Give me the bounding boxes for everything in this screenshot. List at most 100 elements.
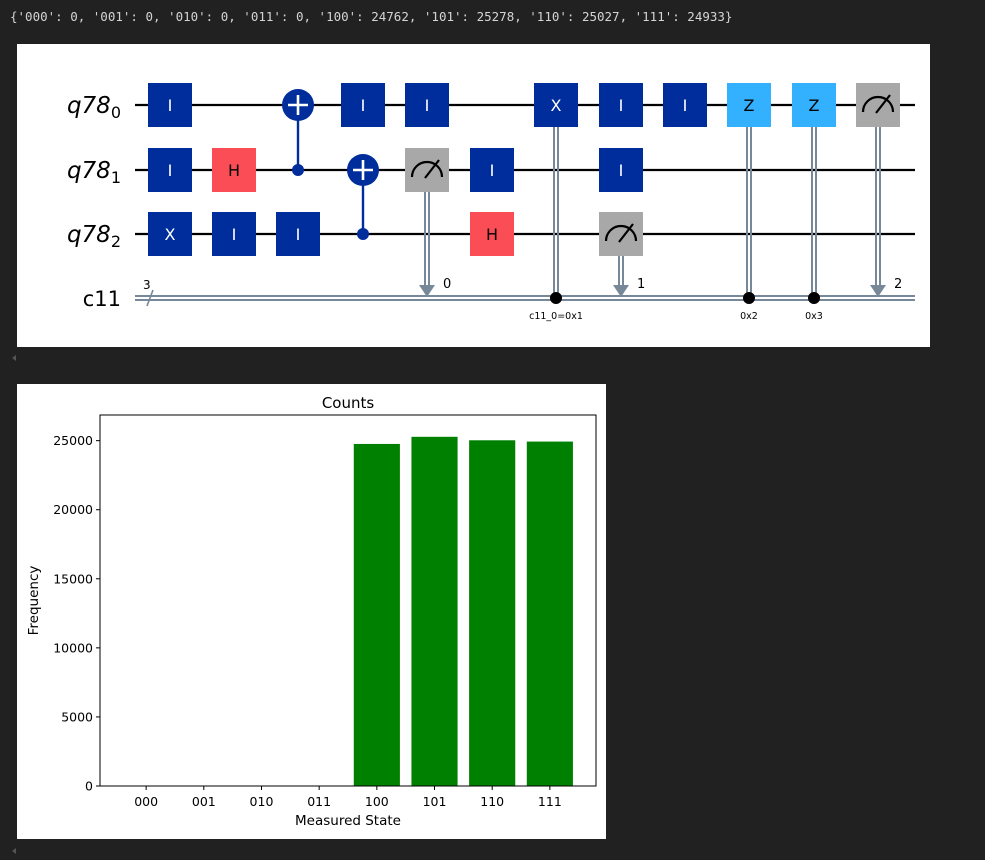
- plot-frame: [99, 414, 597, 787]
- x-tick-label: 000: [134, 794, 158, 809]
- measure-arrow: [613, 285, 629, 297]
- gate-label: I: [168, 96, 173, 115]
- z-gate: 0x2 Z: [727, 83, 771, 322]
- i-gate: I: [599, 83, 643, 127]
- output-collapse-toggle-icon[interactable]: [12, 355, 16, 361]
- chart-title: Counts: [322, 394, 375, 412]
- x-tick-label: 101: [423, 794, 447, 809]
- i-gate: I: [148, 83, 192, 127]
- gate-label: H: [486, 225, 498, 244]
- cnot-target-icon: [282, 89, 314, 176]
- bar-111: [526, 441, 573, 786]
- bar-101: [411, 436, 458, 786]
- x-gate: X: [148, 212, 192, 256]
- x-tick-label: 110: [480, 794, 504, 809]
- cnot-control-dot: [357, 228, 369, 240]
- y-tick-label: 15000: [53, 571, 93, 586]
- gate-box: [341, 83, 385, 127]
- gate-box: [792, 83, 836, 127]
- i-gate: I: [148, 148, 192, 192]
- measure-arrow: [870, 285, 886, 297]
- i-gate: I: [212, 212, 256, 256]
- gate-label: X: [551, 96, 562, 115]
- gate-label: I: [361, 96, 366, 115]
- gate-label: I: [232, 225, 237, 244]
- gate-label: X: [165, 225, 176, 244]
- measure-gate-box: [599, 212, 643, 256]
- i-gate: I: [405, 83, 449, 127]
- gate-label: I: [619, 96, 624, 115]
- gate-box: [663, 83, 707, 127]
- x-axis-label: Measured State: [295, 813, 401, 829]
- x-tick-label: 100: [365, 794, 389, 809]
- qubit-label: q782: [67, 222, 121, 251]
- meter-needle: [618, 223, 634, 243]
- gate-label: I: [425, 96, 430, 115]
- condition-dot: [550, 292, 562, 304]
- gate-label: I: [168, 161, 173, 180]
- gate-box: [148, 83, 192, 127]
- gate-label: Z: [809, 96, 820, 115]
- x-tick-label: 001: [192, 794, 216, 809]
- y-tick-label: 0: [85, 779, 93, 794]
- measure-gate-box: [405, 148, 449, 192]
- register-slash: [146, 289, 154, 307]
- y-tick-label: 25000: [53, 433, 93, 448]
- gate-label: I: [490, 161, 495, 180]
- gate-box: [148, 212, 192, 256]
- y-tick-label: 5000: [61, 709, 93, 724]
- h-gate: H: [212, 148, 256, 192]
- gate-box: [470, 212, 514, 256]
- gate-box: [470, 148, 514, 192]
- y-tick-label: 20000: [53, 502, 93, 517]
- meter-needle: [875, 94, 891, 114]
- x-tick-label: 011: [307, 794, 331, 809]
- condition-dot: [743, 292, 755, 304]
- gate-box: [727, 83, 771, 127]
- gate-box: [405, 83, 449, 127]
- meter-needle: [424, 159, 440, 179]
- cnot-control-dot: [292, 164, 304, 176]
- counts-histogram-figure: 000 001 010 011 100 101 110 111 0 5000 10000 15000 2…: [17, 384, 606, 839]
- i-gate: I: [341, 83, 385, 127]
- meter-icon: 0: [405, 148, 451, 297]
- gate-box: [212, 212, 256, 256]
- meter-icon: 1: [599, 212, 645, 297]
- qubit-label: q780: [67, 93, 121, 122]
- i-gate: I: [599, 148, 643, 192]
- measure-bit-label: 2: [894, 277, 902, 292]
- meter-icon: 2: [856, 83, 902, 297]
- measure-gate-box: [856, 83, 900, 127]
- gate-box: [276, 212, 320, 256]
- condition-dot: [808, 292, 820, 304]
- measure-bit-label: 0: [443, 277, 451, 292]
- meter-arc: [861, 95, 895, 113]
- meter-arc: [410, 160, 444, 178]
- gate-label: I: [683, 96, 688, 115]
- gate-box: [148, 148, 192, 192]
- x-tick-label: 010: [250, 794, 274, 809]
- gate-box: [599, 83, 643, 127]
- x-tick-label: 111: [538, 794, 562, 809]
- meter-arc: [604, 224, 638, 242]
- y-axis-label: Frequency: [26, 566, 42, 636]
- z-gate: 0x3 Z: [792, 83, 836, 322]
- classical-register-label: c11: [83, 287, 121, 311]
- condition-label: 0x3: [805, 311, 823, 322]
- measure-bit-label: 1: [637, 277, 645, 292]
- bar-110: [469, 440, 516, 786]
- h-gate: H: [470, 212, 514, 256]
- gate-box: [599, 148, 643, 192]
- i-gate: I: [470, 148, 514, 192]
- gate-label: H: [228, 161, 240, 180]
- output-collapse-toggle-icon[interactable]: [12, 848, 16, 854]
- x-gate: c11_0=0x1 X: [529, 83, 583, 322]
- counts-output-text: {'000': 0, '001': 0, '010': 0, '011': 0,…: [10, 9, 733, 24]
- bar-100: [353, 443, 400, 786]
- gate-label: Z: [744, 96, 755, 115]
- gate-label: I: [619, 161, 624, 180]
- condition-label: c11_0=0x1: [529, 311, 583, 322]
- gate-box: [212, 148, 256, 192]
